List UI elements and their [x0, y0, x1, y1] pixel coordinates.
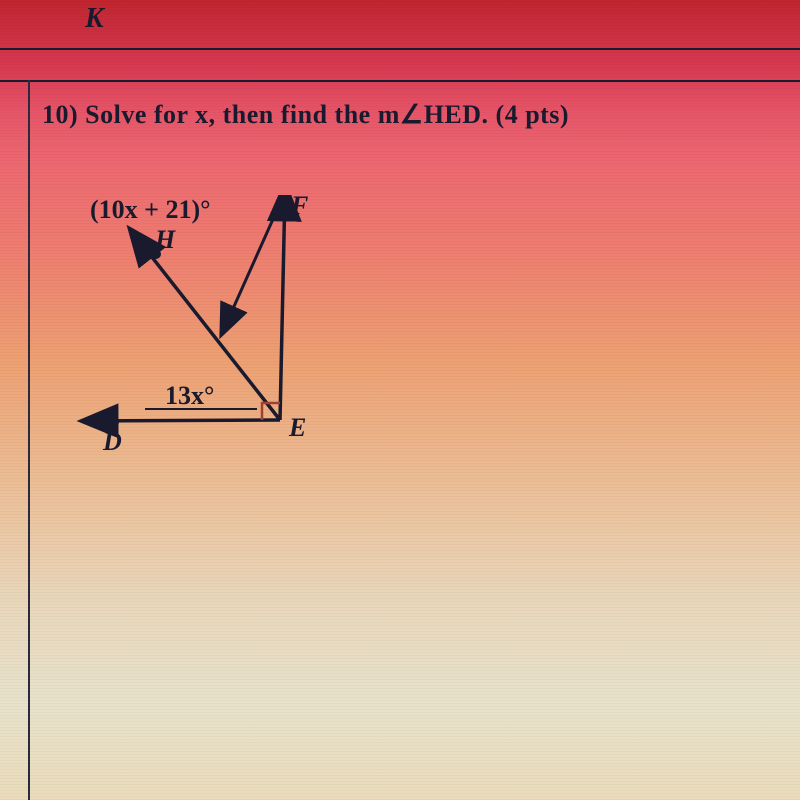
divider-top: [0, 48, 800, 50]
expression-2: 13x°: [165, 381, 214, 411]
point-d-dot: [109, 417, 119, 427]
angle-symbol: ∠: [400, 100, 424, 129]
angle-diagram: (10x + 21)° F H 13x° E D: [65, 195, 345, 455]
question-text: 10) Solve for x, then find the m∠HED. (4…: [42, 100, 569, 130]
ray-ef: [280, 195, 285, 420]
question-number: 10): [42, 100, 78, 129]
point-e-label: E: [289, 413, 306, 443]
expression-1: (10x + 21)°: [90, 195, 211, 225]
point-h-label: H: [155, 225, 175, 255]
question-part-a: Solve for x, then find the m: [85, 100, 400, 129]
point-d-label: D: [103, 427, 122, 457]
point-f-label: F: [291, 191, 308, 221]
divider-question: [0, 80, 800, 82]
left-margin-line: [28, 80, 30, 800]
question-part-b: HED.: [424, 100, 489, 129]
question-points: (4 pts): [496, 100, 570, 129]
point-label-k: K: [85, 3, 104, 35]
inner-arrow: [223, 199, 282, 331]
point-f-dot: [279, 205, 289, 215]
